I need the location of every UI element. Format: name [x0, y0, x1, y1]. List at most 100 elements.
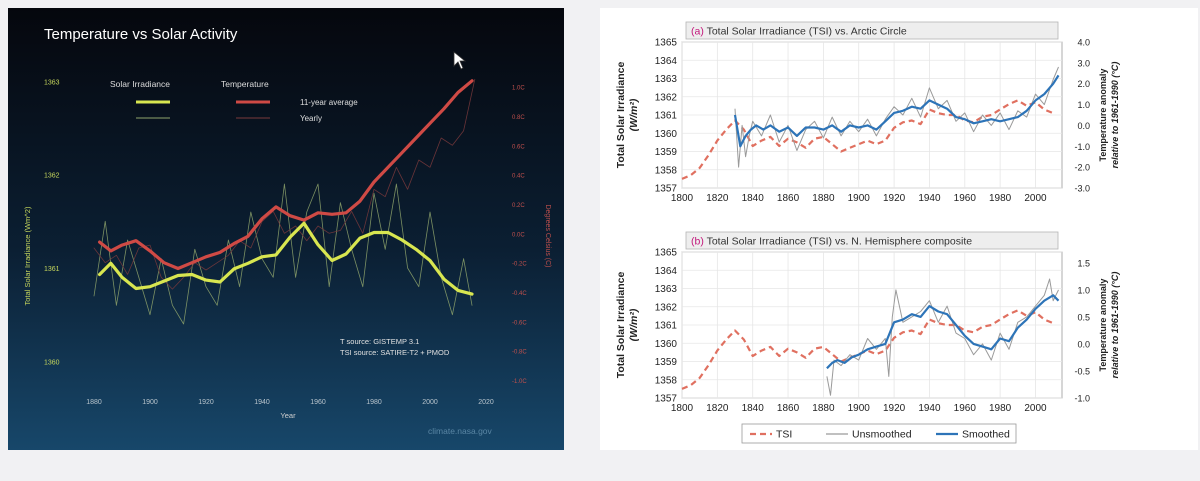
y-left-tick-label: 1362 [44, 173, 60, 180]
y-right-tick-label: -0.4C [512, 291, 527, 297]
y-right-tick-label: -0.2C [512, 262, 527, 268]
y-right-tick-label: 0.0 [1077, 121, 1090, 131]
y-left-tick-label: 1361 [655, 321, 678, 332]
tsi-comparison-panels: (a) Total Solar Irradiance (TSI) vs. Arc… [600, 8, 1198, 450]
x-tick-label: 1820 [706, 193, 729, 204]
y-right-tick-label: -1.0C [512, 379, 527, 385]
legend-row-yearly: Yearly [300, 114, 322, 123]
x-tick-label: 1900 [142, 399, 158, 406]
panel-title-box [685, 21, 1059, 40]
x-tick-label: 1900 [848, 403, 871, 414]
panel-a: (a) Total Solar Irradiance (TSI) vs. Arc… [615, 21, 1120, 204]
panel-title-box [685, 231, 1059, 250]
source-note-tsi: TSI source: SATIRE-T2 + PMOD [340, 348, 450, 357]
y-left-tick-label: 1364 [655, 56, 678, 67]
y-axis-left-label: Total Solar Irradiance(W/m²) [615, 272, 640, 379]
x-tick-label: 1860 [777, 193, 800, 204]
x-tick-label: 1840 [742, 403, 765, 414]
x-tick-label: 1940 [918, 403, 941, 414]
panel-b: (b) Total Solar Irradiance (TSI) vs. N. … [615, 231, 1120, 414]
plot-series [93, 78, 476, 325]
y-right-tick-label: 1.0 [1077, 100, 1090, 110]
x-tick-label: 1840 [742, 193, 765, 204]
y-right-tick-label: -0.6C [512, 320, 527, 326]
mouse-cursor-icon [453, 51, 467, 70]
y-left-tick-label: 1361 [44, 266, 60, 273]
y-left-tick-label: 1357 [655, 184, 678, 195]
legend-group-solar: Solar Irradiance [110, 79, 170, 89]
x-tick-label: 1880 [86, 399, 102, 406]
x-axis-label: Year [280, 411, 296, 420]
chart-background [8, 8, 564, 450]
x-tick-label: 2000 [1024, 403, 1047, 414]
x-tick-label: 2000 [1024, 193, 1047, 204]
legend: Solar Irradiance Temperature 11-year ave… [110, 79, 358, 123]
y-right-tick-label: 0.2C [512, 203, 525, 209]
x-tick-label: 1900 [848, 193, 871, 204]
x-tick-label: 2020 [478, 399, 494, 406]
y-axis-right-label: Temperature anomaly relative to 1961-1990… [1098, 62, 1120, 169]
y-left-tick-label: 1362 [655, 302, 678, 313]
y-left-tick-label: 1363 [44, 79, 60, 86]
y-left-tick-label: 1360 [655, 339, 678, 350]
y-left-tick-label: 1362 [655, 92, 678, 103]
x-tick-label: 1920 [883, 193, 906, 204]
watermark: climate.nasa.gov [428, 426, 493, 436]
series-tsi [681, 99, 1054, 180]
y-right-tick-label: 3.0 [1077, 58, 1090, 68]
y-left-tick-label: 1361 [655, 111, 678, 122]
series-temperature-yearly [93, 78, 476, 290]
y-left-tick-label: 1360 [44, 359, 60, 366]
y-right-tick-label: 0.6C [512, 144, 525, 150]
x-tick-label: 1860 [777, 403, 800, 414]
axis-ticks: 1880 1900 1920 1940 1960 1980 2000 2020 1360 1361… [44, 79, 527, 406]
x-tick-label: 1960 [954, 193, 977, 204]
x-tick-label: 1960 [310, 399, 326, 406]
y-left-tick-label: 1358 [655, 165, 678, 176]
x-tick-label: 1980 [989, 403, 1012, 414]
x-tick-label: 1880 [812, 403, 835, 414]
bottom-legend: TSI Unsmoothed Smoothed [741, 423, 1017, 444]
panel-title: (b) Total Solar Irradiance (TSI) vs. N. … [691, 236, 972, 248]
y-left-tick-label: 1359 [655, 147, 678, 158]
y-right-tick-label: 0.4C [512, 174, 525, 180]
series-tsi [681, 309, 1054, 390]
x-tick-label: 1920 [198, 399, 214, 406]
y-axis-left-label: Total Solar Irradiance (Wm^2) [23, 206, 32, 305]
x-tick-label: 1800 [671, 403, 694, 414]
y-right-tick-label: -2.0 [1074, 163, 1090, 173]
legend-group-temperature: Temperature [221, 79, 269, 89]
y-left-tick-label: 1357 [655, 394, 678, 405]
x-tick-label: 1880 [812, 193, 835, 204]
series-unsmoothed [826, 278, 1059, 396]
x-tick-label: 1980 [366, 399, 382, 406]
panel-letter: (b) [691, 236, 704, 248]
source-note-temperature: T source: GISTEMP 3.1 [340, 337, 419, 346]
y-right-tick-label: 1.0C [512, 86, 525, 92]
series-smoothed [733, 74, 1060, 148]
y-axis-left-label: Total Solar Irradiance(W/m²) [615, 62, 640, 169]
x-tick-label: 1940 [254, 399, 270, 406]
y-left-tick-label: 1363 [655, 74, 678, 85]
x-tick-label: 1920 [883, 403, 906, 414]
x-tick-label: 1960 [954, 403, 977, 414]
series-temperature-11-year-average [98, 79, 474, 271]
legend-label-tsi: TSI [776, 429, 792, 441]
y-axis-right-label: Temperature anomaly relative to 1961-1990… [1098, 272, 1120, 379]
y-right-tick-label: 1.5 [1077, 258, 1090, 268]
series-solar-irradiance-11-year-average [98, 221, 474, 296]
y-right-tick-label: 0.0 [1077, 339, 1090, 349]
panel-title-text: Total Solar Irradiance (TSI) vs. Arctic … [704, 26, 907, 38]
y-axis-right-label: Degrees Celsius (C) [544, 204, 551, 267]
y-right-tick-label: 0.0C [512, 232, 525, 238]
y-right-tick-label: 0.8C [512, 115, 525, 121]
series-solar-irradiance-yearly [93, 183, 473, 325]
legend-box [741, 423, 1017, 444]
y-left-tick-label: 1358 [655, 375, 678, 386]
legend-label-smoothed: Smoothed [962, 429, 1010, 441]
legend-label-unsmoothed: Unsmoothed [852, 429, 912, 441]
y-left-tick-label: 1364 [655, 266, 678, 277]
y-right-tick-label: -0.5 [1074, 366, 1090, 376]
y-left-tick-label: 1365 [655, 248, 678, 259]
y-right-tick-label: -3.0 [1074, 184, 1090, 194]
